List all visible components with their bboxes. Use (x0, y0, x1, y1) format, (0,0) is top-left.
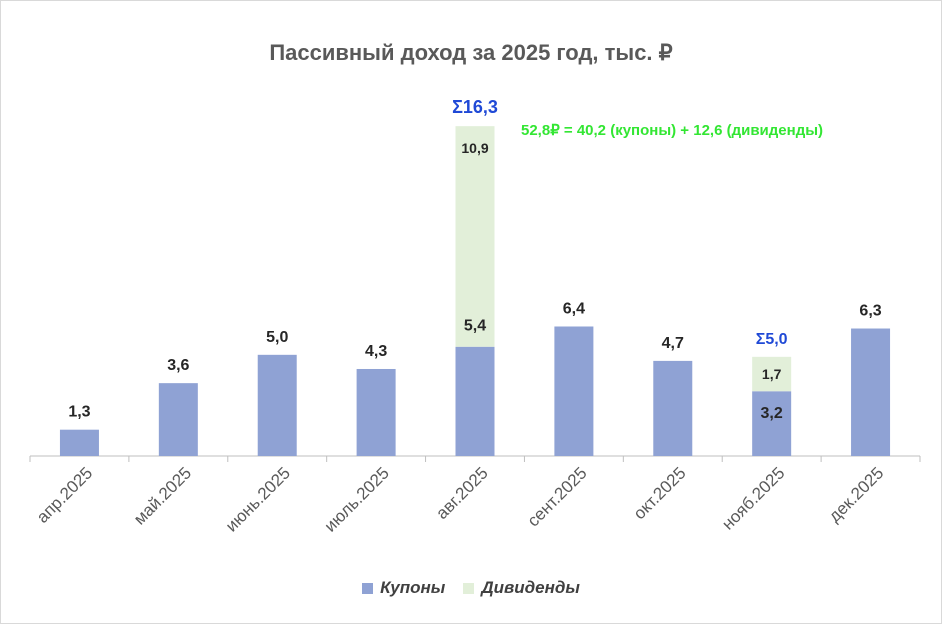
bar-dividends (752, 356, 792, 392)
data-label-coupons: 4,7 (662, 335, 684, 352)
bar-coupons (554, 326, 594, 456)
total-label: Σ5,0 (756, 331, 788, 348)
data-label-coupons: 3,6 (167, 357, 189, 374)
x-tick-label: дек.2025 (825, 463, 887, 525)
x-tick-label: июль.2025 (321, 463, 393, 535)
total-annotation: 52,8₽ = 40,2 (купоны) + 12,6 (дивиденды) (521, 122, 824, 139)
chart-title: Пассивный доход за 2025 год, тыс. ₽ (269, 40, 673, 65)
chart-legend: Купоны Дивиденды (0, 578, 942, 598)
legend-item-coupons: Купоны (362, 578, 445, 598)
legend-swatch-coupons (362, 582, 374, 594)
bar-coupons (752, 391, 792, 456)
legend-swatch-dividends (463, 582, 475, 594)
data-label-coupons: 6,4 (563, 300, 585, 317)
bar-coupons (59, 429, 99, 456)
total-label: Σ16,3 (452, 97, 498, 117)
data-label-dividends: 1,7 (762, 366, 782, 382)
bar-coupons (158, 383, 198, 456)
x-tick-label: июнь.2025 (222, 463, 294, 535)
x-tick-label: май.2025 (130, 463, 195, 528)
data-label-coupons: 6,3 (859, 303, 881, 320)
x-tick-label: нояб.2025 (718, 463, 788, 533)
data-label-coupons: 1,3 (68, 404, 90, 421)
legend-label-dividends: Дивиденды (481, 578, 580, 597)
bar-coupons (653, 360, 693, 456)
legend-label-coupons: Купоны (380, 578, 446, 597)
bar-coupons (356, 368, 396, 456)
bar-coupons (455, 346, 495, 456)
data-label-dividends: 10,9 (461, 140, 488, 156)
data-label-coupons: 3,2 (761, 405, 783, 422)
bar-dividends (455, 126, 495, 347)
x-tick-label: авг.2025 (432, 463, 492, 523)
bar-coupons (257, 354, 297, 456)
data-label-coupons: 5,0 (266, 329, 288, 346)
data-label-coupons: 4,3 (365, 343, 387, 360)
data-label-coupons: 5,4 (464, 318, 486, 335)
bar-coupons (851, 328, 891, 456)
x-tick-label: окт.2025 (630, 463, 690, 523)
legend-item-dividends: Дивиденды (463, 578, 580, 598)
x-tick-label: сент.2025 (524, 463, 591, 530)
x-tick-label: апр.2025 (33, 463, 96, 526)
